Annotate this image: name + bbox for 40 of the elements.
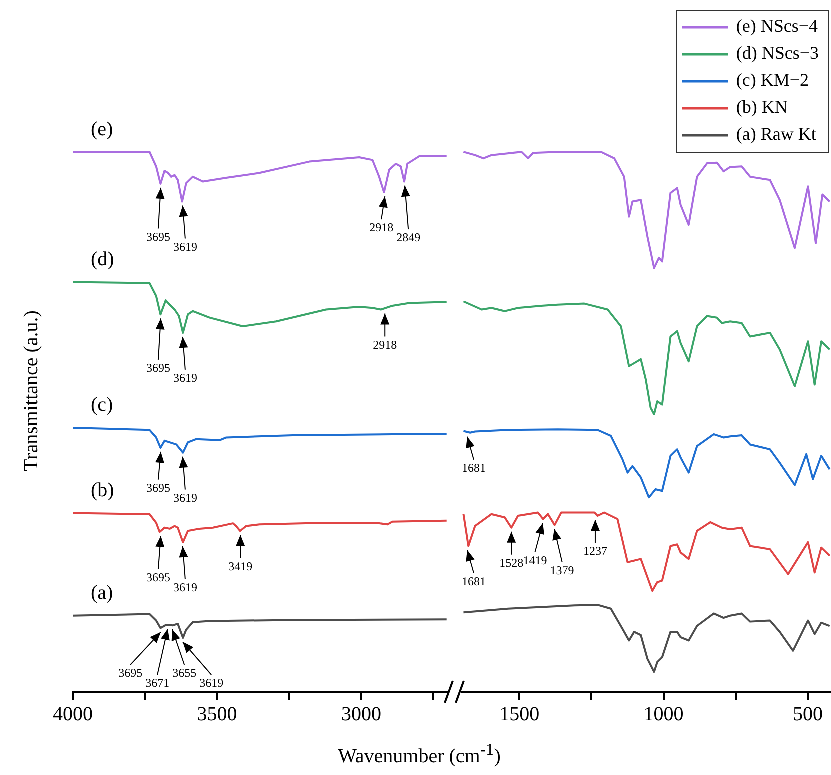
annotation: 1681 [462,461,486,475]
text: (e) [91,118,114,140]
annotation: 1379 [550,563,574,578]
annotation: (a) [91,582,114,604]
legend-label: (e) NScs−4 [736,16,818,36]
annotation: 3619 [173,580,198,595]
annotation: 3695 [118,666,143,680]
annotation: 2849 [396,230,421,245]
legend-label: (b) KN [736,97,788,118]
x-tick-label: 500 [792,703,823,726]
legend-label: (a) Raw Kt [736,124,816,144]
x-tick-label: 3500 [197,703,238,726]
legend-label: (c) KM−2 [736,70,809,90]
annotation: 3695 [146,570,170,585]
annotation: 3695 [146,230,170,244]
annotation: 1681 [462,574,486,588]
annotation: 3619 [173,490,198,505]
annotation: 2918 [373,338,398,352]
annotation: 3671 [146,676,170,690]
annotation: 3619 [200,676,224,690]
annotation: 3419 [228,559,253,574]
annotation: (b) [91,480,114,502]
x-tick-label: 1500 [500,703,540,726]
legend-label: (d) NScs−3 [736,43,820,64]
x-tick-label: 1000 [644,703,684,726]
annotation: 3695 [146,361,170,376]
annotation: 1419 [523,553,548,568]
annotation: (c) [91,394,114,416]
annotation: 3619 [173,240,198,254]
annotation: 1237 [583,544,608,558]
annotation: 3619 [173,371,198,386]
annotation: 3695 [146,480,170,495]
x-axis-title: Wavenumber (cm$^{-1}$) [337,740,502,769]
annotation: (d) [91,248,114,270]
annotation: 2918 [370,220,394,235]
annotation: 1528 [500,556,524,570]
annotation: 3655 [172,666,197,680]
y-axis-title: Transmittance (a.u.) [20,310,42,472]
x-tick-label: 4000 [53,703,93,726]
x-tick-label: 3000 [341,703,382,726]
